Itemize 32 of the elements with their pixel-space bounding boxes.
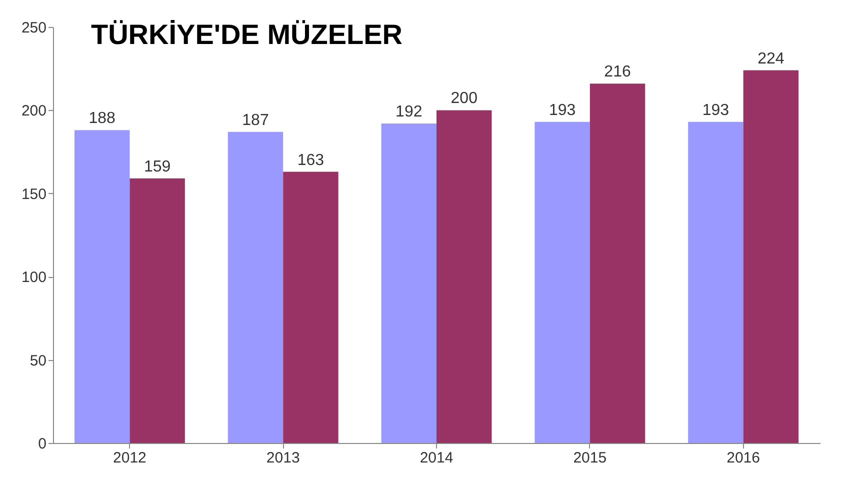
data-label: 187 [242,112,269,129]
bar [130,178,185,443]
data-label: 216 [604,64,631,81]
bar [743,70,799,443]
data-label: 163 [297,152,324,169]
y-tick-label: 150 [21,186,46,203]
bar [74,130,130,443]
data-label: 200 [450,90,478,108]
data-label: 193 [702,102,730,119]
x-tick-label: 2013 [266,450,300,466]
y-tick-label: 50 [30,352,46,370]
y-tick-label: 200 [21,102,46,120]
bar [381,124,436,443]
data-label: 188 [88,110,116,128]
data-label: 224 [758,50,784,68]
bar [590,84,646,443]
data-label: 193 [548,102,576,119]
bar [534,122,590,443]
y-tick-label: 100 [21,269,46,286]
bar [283,172,338,443]
x-tick-label: 2012 [113,450,146,466]
bar [436,110,492,443]
x-tick-label: 2014 [420,450,454,466]
data-label: 159 [144,158,171,176]
y-tick-label: 250 [21,20,46,36]
bar [228,132,284,443]
x-tick-label: 2016 [726,450,760,466]
y-tick-label: 0 [38,436,46,452]
x-tick-label: 2015 [573,450,607,466]
chart-title: TÜRKİYE'DE MÜZELER [90,19,403,50]
bar [688,122,744,443]
data-label: 192 [396,104,422,121]
